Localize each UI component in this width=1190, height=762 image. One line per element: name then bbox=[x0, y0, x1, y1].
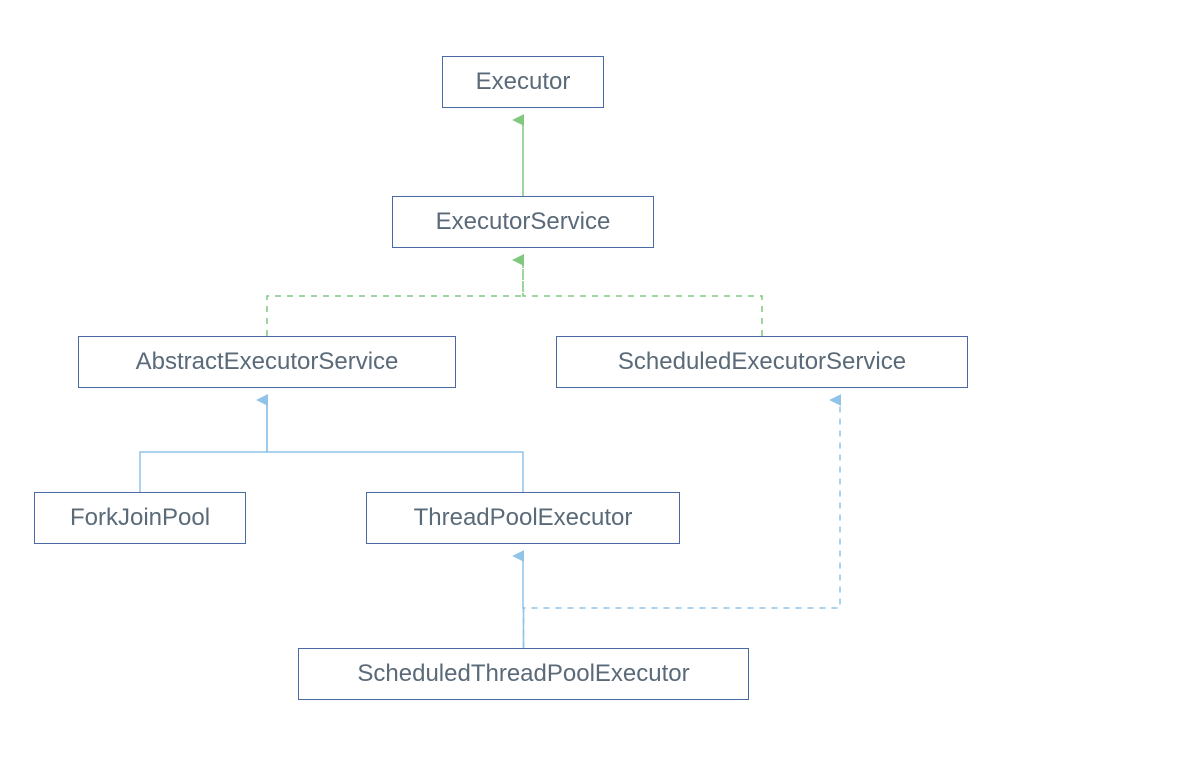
node-executor: Executor bbox=[442, 56, 604, 108]
node-abstract-executor-service: AbstractExecutorService bbox=[78, 336, 456, 388]
node-thread-pool-executor: ThreadPoolExecutor bbox=[366, 492, 680, 544]
node-scheduled-executor-service: ScheduledExecutorService bbox=[556, 336, 968, 388]
node-executor-service: ExecutorService bbox=[392, 196, 654, 248]
node-fork-join-pool: ForkJoinPool bbox=[34, 492, 246, 544]
diagram-canvas: Executor ExecutorService AbstractExecuto… bbox=[0, 0, 1190, 762]
node-scheduled-thread-pool-executor: ScheduledThreadPoolExecutor bbox=[298, 648, 749, 700]
